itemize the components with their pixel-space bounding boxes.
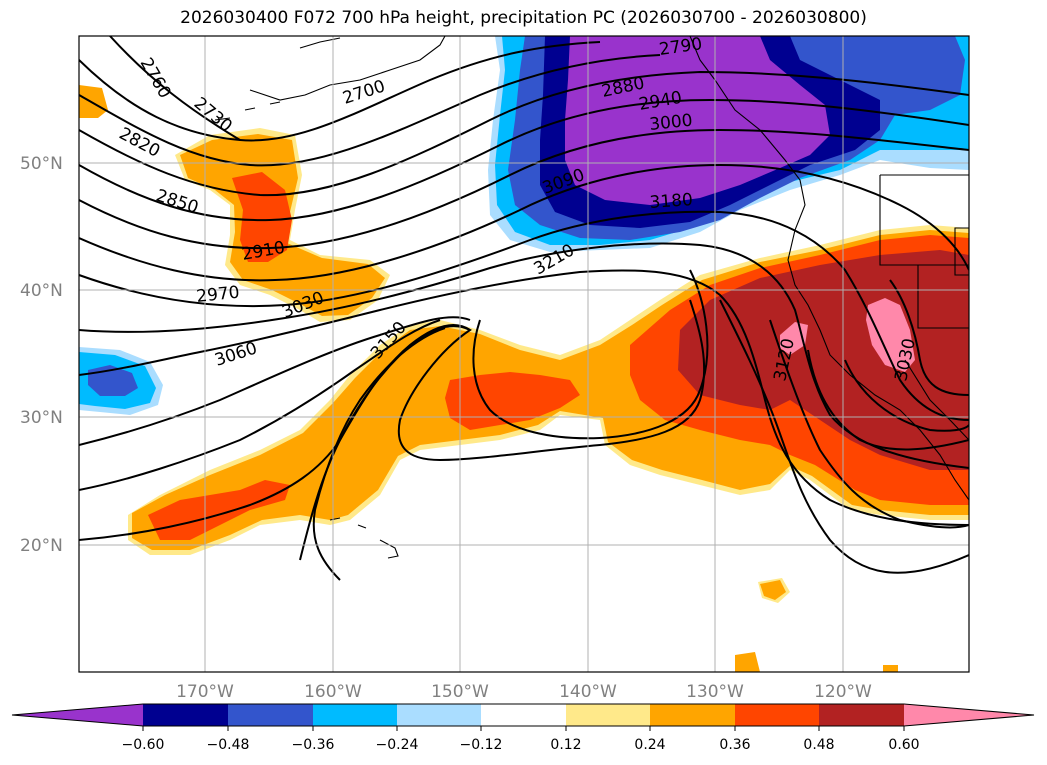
positive-anomaly-small xyxy=(735,578,898,672)
lat-label: 30°N xyxy=(20,408,63,428)
colorbar-tick-label: −0.48 xyxy=(207,737,250,753)
colorbar-segment xyxy=(481,704,566,726)
contour-label: 2970 xyxy=(195,283,240,307)
lon-label: 150°W xyxy=(431,682,489,702)
colorbar-segment xyxy=(143,704,228,726)
colorbar-segment xyxy=(650,704,735,726)
contour-label: 3180 xyxy=(649,190,694,213)
colorbar-tick-label: 0.12 xyxy=(550,737,581,753)
lon-label: 140°W xyxy=(559,682,617,702)
colorbar-segment xyxy=(735,704,819,726)
colorbar-extend-high xyxy=(904,704,1034,726)
colorbar-segment xyxy=(397,704,481,726)
lat-label: 20°N xyxy=(20,536,63,556)
colorbar-tick-label: 0.24 xyxy=(634,737,665,753)
colorbar-tick-label: −0.24 xyxy=(376,737,419,753)
longitude-labels: 170°W 160°W 150°W 140°W 130°W 120°W xyxy=(176,682,872,702)
coastlines xyxy=(214,36,969,559)
colorbar-tick-label: −0.12 xyxy=(460,737,503,753)
lon-label: 130°W xyxy=(686,682,744,702)
colorbar: −0.60 −0.48 −0.36 −0.24 −0.12 0.12 0.24 … xyxy=(11,703,1035,753)
latitude-labels: 50°N 40°N 30°N 20°N xyxy=(20,154,63,556)
colorbar-tick-label: 0.48 xyxy=(803,737,834,753)
colorbar-tick-label: −0.60 xyxy=(122,737,165,753)
height-contours xyxy=(79,36,969,581)
lon-label: 170°W xyxy=(176,682,234,702)
plot-frame xyxy=(78,35,970,673)
colorbar-extend-low xyxy=(12,704,143,726)
colorbar-segment xyxy=(228,704,313,726)
colorbar-segment xyxy=(566,704,650,726)
colorbar-tick-label: 0.60 xyxy=(888,737,919,753)
contour-label: 2790 xyxy=(658,34,704,60)
map-title: 2026030400 F072 700 hPa height, precipit… xyxy=(180,8,867,28)
graticule xyxy=(79,36,969,672)
positive-anomaly-band xyxy=(128,225,969,555)
colorbar-tick-label: −0.36 xyxy=(292,737,335,753)
lon-label: 120°W xyxy=(814,682,872,702)
lat-label: 40°N xyxy=(20,281,63,301)
colorbar-segment xyxy=(313,704,397,726)
colorbar-tick-label: 0.36 xyxy=(719,737,750,753)
lon-label: 160°W xyxy=(304,682,362,702)
contour-label: 3000 xyxy=(648,111,693,135)
colorbar-segment xyxy=(819,704,904,726)
lat-label: 50°N xyxy=(20,154,63,174)
colorbar-tick-marks xyxy=(142,726,905,731)
